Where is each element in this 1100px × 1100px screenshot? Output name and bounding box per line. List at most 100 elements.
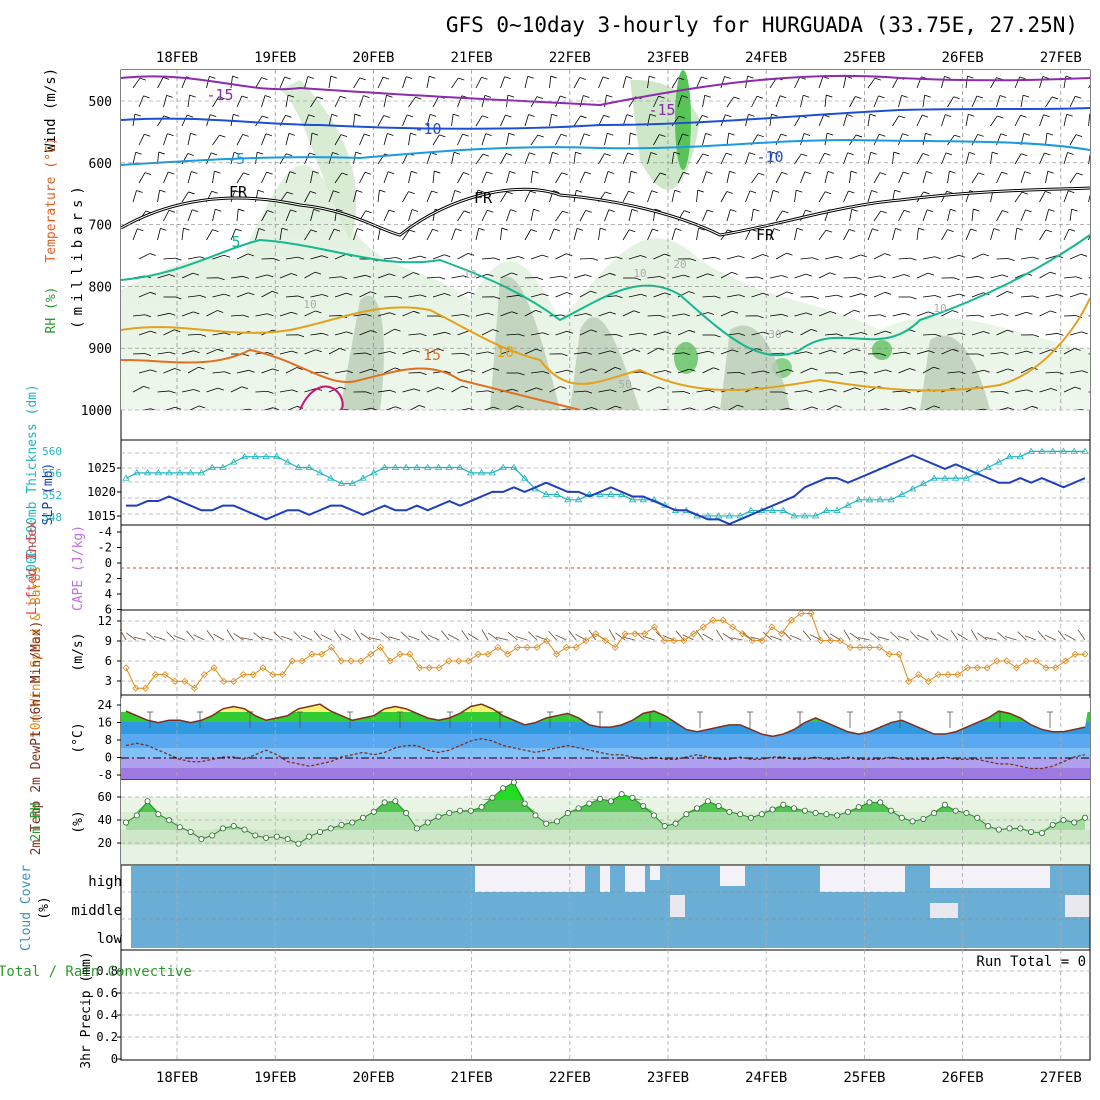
wind-speed-point xyxy=(132,684,140,692)
wind-barb xyxy=(555,292,573,298)
wind-barb xyxy=(622,349,641,355)
temp-contour-m15 xyxy=(121,74,1090,107)
barb-staff xyxy=(359,368,372,374)
barb-flag xyxy=(879,275,886,279)
thickness-point xyxy=(779,506,787,513)
wind10-barbs xyxy=(119,629,1086,641)
wind-barb xyxy=(769,275,788,279)
barb-staff xyxy=(867,190,872,203)
barb-flag xyxy=(585,351,593,355)
wind-barb xyxy=(898,257,917,261)
barb-flag xyxy=(189,94,196,98)
barb-staff xyxy=(230,76,233,89)
barb-flag xyxy=(885,408,891,410)
barb-staff xyxy=(212,171,215,184)
barb-staff xyxy=(475,312,488,317)
barb-staff xyxy=(506,256,519,260)
barb-flag xyxy=(552,151,559,155)
wind-barb xyxy=(898,209,911,222)
axis-tick-label: -2 xyxy=(98,541,112,555)
barb-flag xyxy=(729,170,736,174)
wind10-barb xyxy=(380,632,391,641)
wind-barb xyxy=(1045,332,1064,336)
temp-contour-15 xyxy=(121,348,581,410)
barb-flag xyxy=(884,291,892,295)
wind-barb xyxy=(579,95,590,108)
barb-flag xyxy=(322,332,329,336)
wind-barb xyxy=(824,170,835,184)
contour-label: 10 xyxy=(463,268,476,281)
wind-barb xyxy=(328,228,341,241)
wind-barb xyxy=(604,256,623,260)
barb-staff xyxy=(383,209,390,222)
barb-flag xyxy=(1075,134,1083,137)
barb-flag xyxy=(683,171,690,175)
wind-barb xyxy=(892,227,902,241)
rh-point xyxy=(1082,814,1089,821)
wind-barb xyxy=(285,256,304,260)
barb-flag xyxy=(432,228,439,232)
wind-barb xyxy=(475,153,490,165)
thickness-point xyxy=(574,496,583,503)
barb-staff xyxy=(555,172,563,184)
barb-staff xyxy=(426,348,438,355)
wind10-barb xyxy=(762,631,773,641)
thickness-point xyxy=(704,512,712,519)
rh-point xyxy=(133,812,140,819)
barb-flag xyxy=(848,190,855,194)
barb-flag xyxy=(1081,292,1088,296)
barb-flag xyxy=(928,311,935,315)
barb-staff xyxy=(702,256,715,260)
barb-staff xyxy=(1063,152,1068,165)
barb-staff xyxy=(873,330,886,336)
barb-flag xyxy=(893,151,900,155)
barb-flag xyxy=(408,191,415,194)
barb-staff xyxy=(818,229,827,241)
barb-staff xyxy=(947,171,950,184)
barb-staff xyxy=(947,371,960,374)
barb-flag xyxy=(191,171,198,174)
wind-barb xyxy=(892,390,911,394)
wind-speed-point xyxy=(484,650,492,658)
barb-staff xyxy=(187,366,199,374)
barb-staff xyxy=(800,367,812,374)
barb-staff xyxy=(1069,172,1078,184)
wind-barb xyxy=(647,314,666,318)
rh-point xyxy=(780,801,787,808)
barb-flag xyxy=(958,254,966,258)
wind-barb xyxy=(138,330,157,336)
wind-barb xyxy=(794,189,803,203)
barb-staff xyxy=(206,229,213,241)
barb-staff xyxy=(653,95,659,108)
temp-band xyxy=(121,734,1090,748)
barb-staff xyxy=(255,228,260,241)
date-label-top: 18FEB xyxy=(156,50,198,66)
wind-barb xyxy=(647,347,665,355)
wind-barb xyxy=(573,274,592,279)
barb-staff xyxy=(818,191,826,203)
barb-flag xyxy=(386,94,393,98)
wind-barb xyxy=(775,95,787,108)
barb-flag xyxy=(316,96,324,100)
barb-staff xyxy=(843,152,848,165)
thickness-point xyxy=(962,474,971,481)
wind-barb xyxy=(622,310,640,317)
wind-barb xyxy=(873,330,892,336)
rh-point xyxy=(413,825,420,832)
barb-flag xyxy=(199,295,207,298)
barb-staff xyxy=(947,209,951,222)
barb-flag xyxy=(218,96,225,100)
wind-barb xyxy=(824,132,834,146)
wind-barb xyxy=(555,172,568,184)
wind-barb xyxy=(353,352,372,356)
barb-staff xyxy=(598,311,610,317)
wind10-barb xyxy=(977,632,988,641)
barb-flag xyxy=(174,329,181,333)
wind-barb xyxy=(157,189,166,203)
thickness-point xyxy=(273,452,281,460)
barb-flag xyxy=(658,386,665,390)
wind10-barb xyxy=(608,629,616,641)
axis-tick-label: 3 xyxy=(105,674,112,688)
barb-flag xyxy=(560,95,567,99)
wind-speed-point xyxy=(924,677,932,685)
